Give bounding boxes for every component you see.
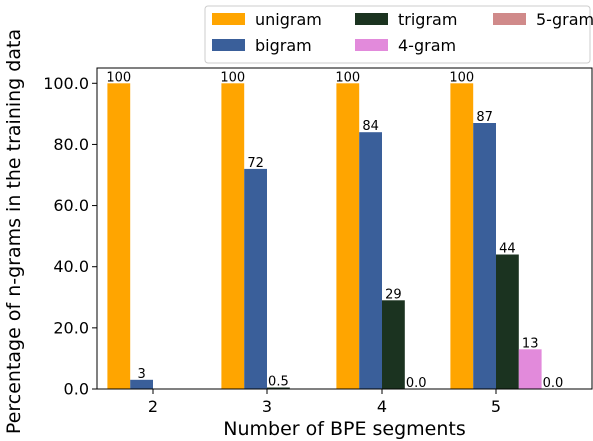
bar-trigram-4 <box>382 300 405 389</box>
bar-unigram-4 <box>336 83 360 390</box>
bar-bigram-3 <box>244 168 267 389</box>
bar-value-label: 3 <box>137 367 145 382</box>
y-tick-label: 20.0 <box>53 318 89 337</box>
y-tick-label: 0.0 <box>64 380 89 399</box>
bars-layer <box>107 83 542 390</box>
x-tick-label: 2 <box>148 397 158 416</box>
bar-labels-layer: 100 100 100 100 3 72 84 87 0.5 29 44 0.0 13 0.0 <box>106 70 563 391</box>
bar-value-label: 100 <box>335 70 360 85</box>
legend-label-unigram: unigram <box>255 10 322 29</box>
y-tick-label: 60.0 <box>53 196 89 215</box>
bar-unigram-5 <box>450 83 474 390</box>
legend-label-4-gram: 4-gram <box>398 36 456 55</box>
bar-trigram-5 <box>496 254 519 389</box>
bar-value-label: 44 <box>499 242 516 257</box>
x-tick-label: 5 <box>491 397 501 416</box>
legend-label-trigram: trigram <box>398 10 457 29</box>
bar-value-label: 100 <box>449 70 474 85</box>
legend-swatch-bigram <box>212 39 245 51</box>
x-axis-label: Number of BPE segments <box>223 418 466 440</box>
bar-unigram-2 <box>107 83 131 390</box>
bar-bigram-5 <box>473 123 496 389</box>
x-tick-label: 3 <box>262 397 272 416</box>
bar-value-label: 29 <box>385 287 402 302</box>
bar-value-label: 84 <box>362 119 379 134</box>
y-axis-ticks: 0.0 20.0 40.0 60.0 80.0 100.0 <box>43 74 97 399</box>
bar-value-label: 87 <box>476 110 493 125</box>
bar-bigram-4 <box>359 132 382 389</box>
bar-4-gram-5 <box>518 349 542 389</box>
bar-trigram-3 <box>267 387 290 389</box>
x-axis-ticks: 2 3 4 5 <box>148 389 501 416</box>
legend-swatch-unigram <box>212 13 245 25</box>
y-tick-label: 40.0 <box>53 257 89 276</box>
legend-swatch-trigram <box>355 13 388 25</box>
legend-swatch-4-gram <box>355 39 388 51</box>
x-tick-label: 4 <box>377 397 387 416</box>
y-tick-label: 100.0 <box>43 74 89 93</box>
plot-frame <box>96 67 593 390</box>
bar-value-label: 0.0 <box>406 376 427 391</box>
bar-value-label: 0.5 <box>268 375 289 390</box>
bar-unigram-3 <box>221 83 245 390</box>
bar-value-label: 0.0 <box>543 376 564 391</box>
legend-swatch-5-gram <box>493 13 526 25</box>
bar-value-label: 100 <box>220 70 245 85</box>
legend: unigram bigram trigram 4-gram 5-gram <box>204 5 593 64</box>
bar-value-label: 100 <box>106 70 131 85</box>
bar-bigram-2 <box>130 379 153 389</box>
y-tick-label: 80.0 <box>53 135 89 154</box>
legend-label-5-gram: 5-gram <box>536 10 593 29</box>
y-axis-label: Percentage of n-grams in the training da… <box>3 29 25 434</box>
bar-value-label: 72 <box>247 156 264 171</box>
bar-value-label: 13 <box>522 336 539 351</box>
legend-label-bigram: bigram <box>255 36 312 55</box>
